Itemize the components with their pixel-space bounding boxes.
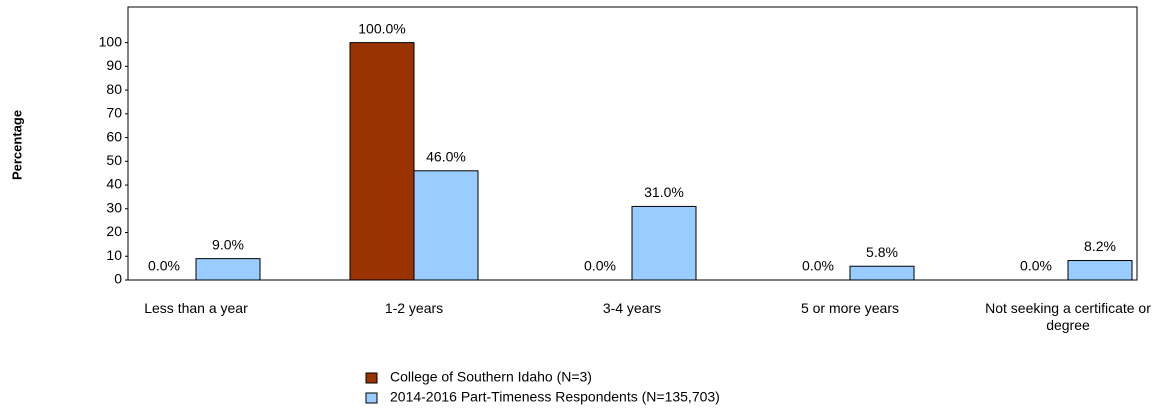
y-axis-label: Percentage — [9, 110, 24, 180]
value-label: 8.2% — [1084, 238, 1116, 254]
value-label: 100.0% — [358, 20, 405, 36]
x-tick-label: Not seeking a certificate or degree — [985, 300, 1151, 333]
y-tick-label: 40 — [106, 176, 122, 192]
x-tick-label: 1-2 years — [384, 300, 444, 316]
value-label: 46.0% — [426, 149, 466, 165]
y-tick-label: 80 — [106, 81, 122, 97]
x-tick-label: Less than a year — [144, 300, 248, 316]
bar — [349, 42, 415, 281]
x-tick-label: 5 or more years — [800, 300, 900, 316]
y-tick-label: 90 — [106, 57, 122, 73]
y-tick-label: 60 — [106, 128, 122, 144]
value-label: 0.0% — [1020, 258, 1052, 274]
y-tick-label: 50 — [106, 152, 122, 168]
value-label: 9.0% — [212, 236, 244, 252]
x-tick-label: 3-4 years — [602, 300, 662, 316]
bar — [1067, 260, 1133, 281]
bar — [413, 170, 479, 281]
y-tick-label: 10 — [106, 247, 122, 263]
legend-swatch — [365, 392, 378, 404]
value-label: 5.8% — [866, 244, 898, 260]
y-tick-label: 0 — [114, 271, 122, 287]
y-tick-label: 100 — [99, 33, 123, 49]
y-tick-label: 70 — [106, 105, 122, 121]
bar — [195, 258, 261, 281]
bar — [849, 265, 915, 281]
bar — [631, 205, 697, 281]
value-label: 31.0% — [644, 184, 684, 200]
legend-label: 2014-2016 Part-Timeness Respondents (N=1… — [390, 389, 720, 405]
y-tick-label: 20 — [106, 223, 122, 239]
y-tick-label: 30 — [106, 199, 122, 215]
legend-swatch — [365, 372, 378, 384]
value-label: 0.0% — [802, 258, 834, 274]
legend-label: College of Southern Idaho (N=3) — [390, 369, 592, 385]
value-label: 0.0% — [148, 258, 180, 274]
value-label: 0.0% — [584, 258, 616, 274]
